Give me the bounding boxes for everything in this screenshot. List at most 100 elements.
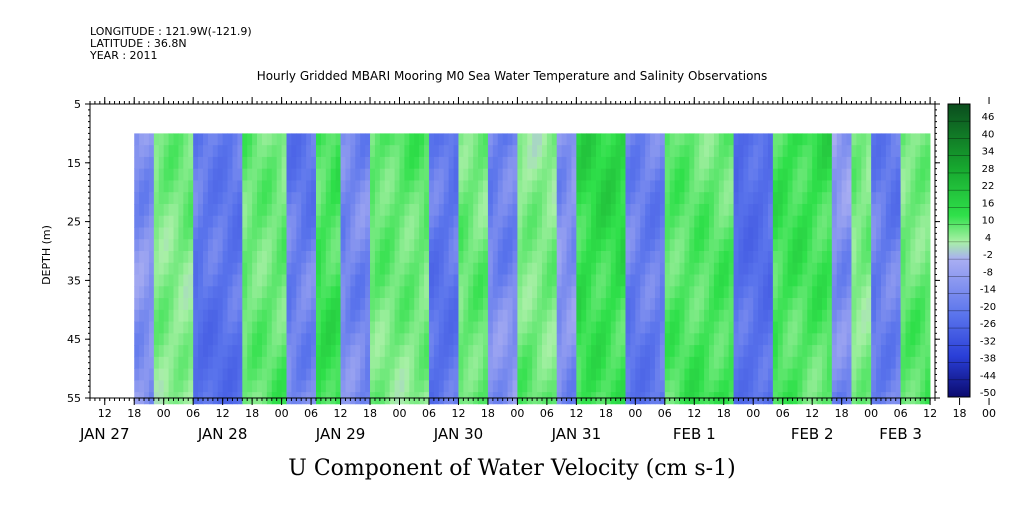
heatmap-cell bbox=[836, 227, 843, 240]
heatmap-cell bbox=[261, 321, 268, 334]
heatmap-cell bbox=[674, 180, 680, 193]
heatmap-cell bbox=[217, 133, 224, 146]
heatmap-cell bbox=[325, 321, 332, 334]
heatmap-cell bbox=[394, 286, 400, 299]
heatmap-cell bbox=[635, 192, 641, 205]
heatmap-cell bbox=[679, 133, 685, 146]
heatmap-cell bbox=[694, 203, 700, 217]
heatmap-cell bbox=[296, 168, 302, 181]
heatmap-cell bbox=[758, 145, 764, 158]
heatmap-cell bbox=[478, 180, 484, 193]
heatmap-cell bbox=[291, 333, 297, 346]
heatmap-cell bbox=[483, 168, 489, 181]
heatmap-cell bbox=[792, 321, 798, 334]
heatmap-cell bbox=[610, 368, 617, 381]
heatmap-cell bbox=[650, 380, 656, 393]
heatmap-cell bbox=[925, 239, 931, 252]
heatmap-cell bbox=[620, 251, 626, 264]
heatmap-cell bbox=[473, 333, 479, 346]
heatmap-cell bbox=[306, 286, 312, 299]
heatmap-cell bbox=[925, 203, 931, 217]
heatmap-cell bbox=[438, 168, 445, 181]
heatmap-cell bbox=[217, 333, 224, 346]
heatmap-cell bbox=[237, 380, 243, 393]
heatmap-cell bbox=[807, 345, 813, 358]
heatmap-cell bbox=[758, 227, 764, 240]
heatmap-cell bbox=[158, 215, 165, 228]
heatmap-cell bbox=[654, 274, 661, 287]
heatmap-cell bbox=[399, 192, 405, 205]
heatmap-cell bbox=[473, 156, 479, 170]
heatmap-cell bbox=[271, 180, 278, 193]
heatmap-cell bbox=[355, 215, 361, 228]
heatmap-cell bbox=[473, 298, 479, 311]
heatmap-cell bbox=[836, 333, 843, 346]
heatmap-cell bbox=[183, 321, 189, 334]
heatmap-cell bbox=[325, 239, 332, 252]
heatmap-cell bbox=[807, 145, 813, 158]
heatmap-cell bbox=[271, 356, 278, 369]
heatmap-cell bbox=[551, 239, 558, 252]
heatmap-cell bbox=[723, 156, 730, 170]
heatmap-cell bbox=[807, 298, 813, 311]
heatmap-cell bbox=[257, 145, 263, 158]
heatmap-cell bbox=[831, 215, 838, 228]
heatmap-cell bbox=[497, 286, 504, 299]
heatmap-cell bbox=[188, 345, 194, 358]
heatmap-cell bbox=[679, 380, 685, 393]
heatmap-cell bbox=[822, 380, 828, 393]
heatmap-cell bbox=[861, 321, 867, 334]
heatmap-cell bbox=[905, 180, 911, 193]
heatmap-cell bbox=[561, 192, 567, 205]
heatmap-cell bbox=[556, 356, 563, 369]
heatmap-cell bbox=[718, 145, 725, 158]
heatmap-cell bbox=[153, 180, 160, 193]
heatmap-cell bbox=[797, 298, 803, 311]
heatmap-cell bbox=[261, 156, 268, 170]
heatmap-cell bbox=[895, 333, 902, 346]
heatmap-cell bbox=[522, 262, 528, 275]
heatmap-cell bbox=[787, 345, 793, 358]
heatmap-cell bbox=[551, 286, 558, 299]
heatmap-cell bbox=[414, 345, 420, 358]
heatmap-cell bbox=[807, 156, 813, 170]
heatmap-cell bbox=[281, 286, 287, 299]
heatmap-cell bbox=[699, 298, 705, 311]
heatmap-cell bbox=[384, 215, 391, 228]
heatmap-cell bbox=[807, 251, 813, 264]
heatmap-cell bbox=[492, 145, 499, 158]
heatmap-cell bbox=[227, 215, 233, 228]
heatmap-cell bbox=[237, 309, 243, 322]
heatmap-cell bbox=[822, 227, 828, 240]
heatmap-cell bbox=[861, 251, 867, 264]
heatmap-cell bbox=[139, 168, 145, 181]
heatmap-cell bbox=[910, 215, 916, 228]
heatmap-cell bbox=[694, 321, 700, 334]
heatmap-cell bbox=[448, 133, 454, 146]
heatmap-cell bbox=[379, 274, 386, 287]
heatmap-cell bbox=[330, 356, 337, 369]
x-hour-label: 12 bbox=[687, 407, 701, 420]
heatmap-cell bbox=[684, 203, 690, 217]
heatmap-cell bbox=[517, 239, 523, 252]
heatmap-cell bbox=[733, 333, 739, 346]
heatmap-cell bbox=[826, 368, 833, 381]
heatmap-cell bbox=[728, 156, 734, 170]
heatmap-cell bbox=[586, 251, 592, 264]
heatmap-cell bbox=[497, 380, 504, 393]
heatmap-cell bbox=[846, 203, 852, 217]
heatmap-cell bbox=[492, 333, 499, 346]
heatmap-cell bbox=[281, 168, 287, 181]
heatmap-cell bbox=[512, 333, 518, 346]
heatmap-cell bbox=[782, 156, 789, 170]
heatmap-cell bbox=[920, 133, 926, 146]
heatmap-cell bbox=[492, 286, 499, 299]
heatmap-cell bbox=[689, 368, 695, 381]
heatmap-cell bbox=[650, 356, 656, 369]
heatmap-cell bbox=[900, 368, 906, 381]
heatmap-cell bbox=[625, 227, 631, 240]
heatmap-cell bbox=[350, 215, 356, 228]
heatmap-cell bbox=[497, 227, 504, 240]
heatmap-cell bbox=[728, 262, 734, 275]
heatmap-cell bbox=[212, 380, 219, 393]
